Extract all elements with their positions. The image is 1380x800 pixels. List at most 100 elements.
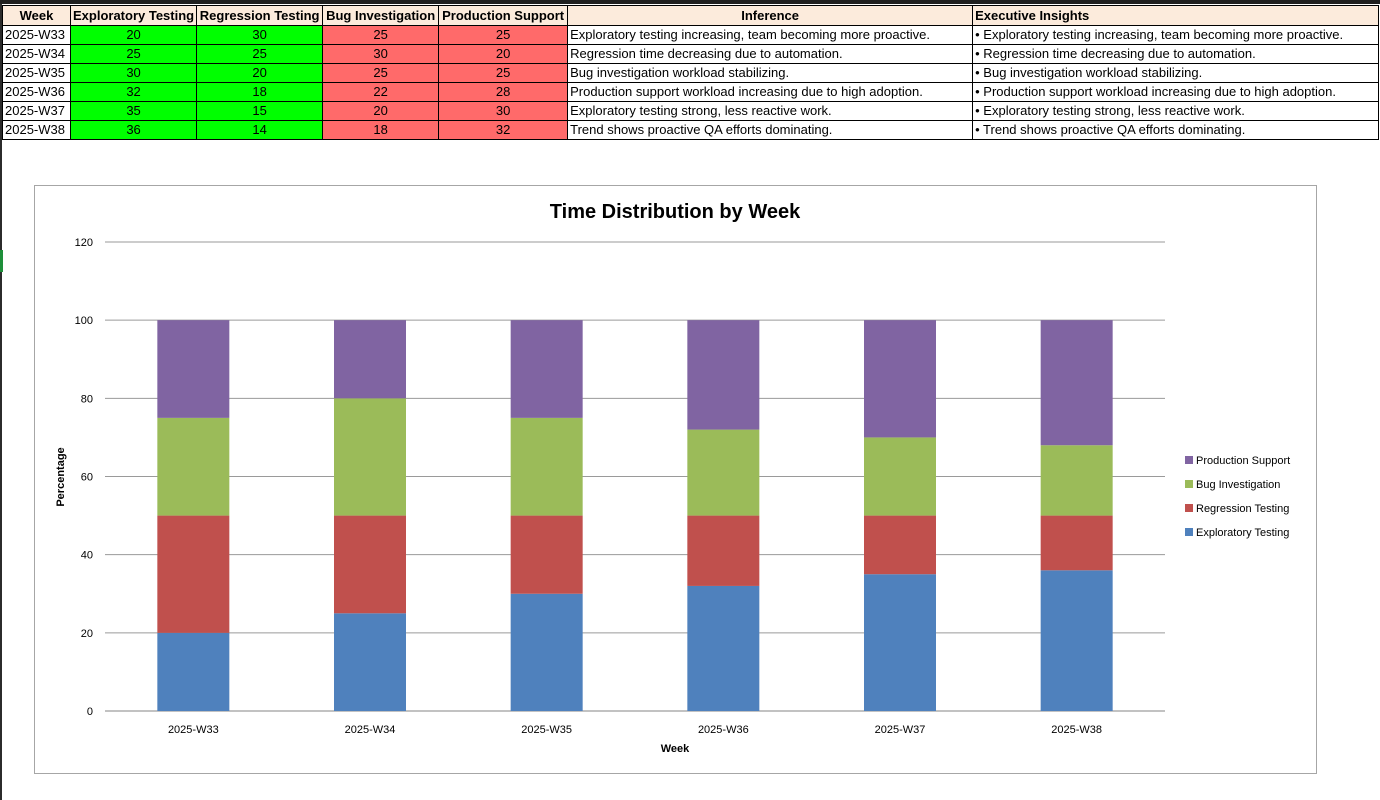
cell-week[interactable]: 2025-W35 (2, 63, 71, 83)
y-tick-label: 100 (75, 315, 93, 327)
header-regression-testing[interactable]: Regression Testing (196, 5, 324, 26)
cell-week[interactable]: 2025-W38 (2, 120, 71, 140)
y-tick-label: 120 (75, 237, 93, 249)
cell-inference[interactable]: Trend shows proactive QA efforts dominat… (567, 120, 974, 140)
chart-container[interactable]: Time Distribution by Week 0 20 40 60 80 100 12… (34, 185, 1317, 774)
cell-exploratory[interactable]: 35 (69, 101, 198, 121)
table-row: 2025-W34 25 25 30 20 Regression time dec… (2, 44, 1380, 64)
legend-label: Regression Testing (1196, 503, 1289, 515)
gridlines (105, 241, 1165, 712)
bar-production-support (334, 320, 406, 399)
bar-production-support (1040, 320, 1113, 446)
cell-exploratory[interactable]: 30 (69, 63, 198, 83)
bar-regression-testing (510, 515, 583, 594)
legend-label: Production Support (1196, 455, 1290, 467)
x-axis-ticks: 2025-W33 2025-W34 2025-W35 2025-W36 2025-W37… (168, 724, 1102, 736)
table-row: 2025-W38 36 14 18 32 Trend shows proacti… (2, 120, 1380, 140)
cell-insight[interactable]: • Production support workload increasing… (972, 82, 1380, 102)
cell-bug[interactable]: 25 (322, 25, 440, 45)
bar-exploratory-testing (510, 593, 583, 711)
cell-regression[interactable]: 15 (196, 101, 324, 121)
x-axis-label: Week (661, 743, 690, 755)
cell-exploratory[interactable]: 32 (69, 82, 198, 102)
cell-exploratory[interactable]: 25 (69, 44, 198, 64)
header-week[interactable]: Week (2, 5, 71, 26)
cell-production[interactable]: 30 (438, 101, 569, 121)
header-exploratory-testing[interactable]: Exploratory Testing (69, 5, 198, 26)
selection-indicator (0, 250, 3, 272)
x-tick-label: 2025-W36 (698, 724, 749, 736)
y-axis-ticks: 0 20 40 60 80 100 120 (75, 237, 93, 718)
bar-exploratory-testing (687, 585, 760, 711)
cell-exploratory[interactable]: 20 (69, 25, 198, 45)
window-top-border (0, 0, 1380, 4)
stacked-bar-chart: Time Distribution by Week 0 20 40 60 80 100 12… (55, 201, 1290, 755)
bar-production-support (687, 320, 760, 430)
y-tick-label: 80 (81, 393, 93, 405)
cell-regression[interactable]: 25 (196, 44, 324, 64)
bar-bug-investigation (864, 437, 936, 516)
bar-exploratory-testing (1040, 570, 1113, 711)
cell-week[interactable]: 2025-W33 (2, 25, 71, 45)
y-tick-label: 40 (81, 550, 93, 562)
legend: Production Support Bug Investigation Regre… (1185, 455, 1290, 539)
cell-regression[interactable]: 20 (196, 63, 324, 83)
cell-week[interactable]: 2025-W37 (2, 101, 71, 121)
cell-regression[interactable]: 30 (196, 25, 324, 45)
cell-bug[interactable]: 25 (322, 63, 440, 83)
cell-inference[interactable]: Production support workload increasing d… (567, 82, 974, 102)
header-inference[interactable]: Inference (567, 5, 974, 26)
cell-bug[interactable]: 22 (322, 82, 440, 102)
y-tick-label: 0 (87, 706, 93, 718)
cell-insight[interactable]: • Regression time decreasing due to auto… (972, 44, 1380, 64)
bar-regression-testing (864, 515, 936, 575)
header-executive-insights[interactable]: Executive Insights (972, 5, 1380, 26)
legend-swatch (1185, 480, 1193, 488)
legend-label: Exploratory Testing (1196, 527, 1289, 539)
x-tick-label: 2025-W33 (168, 724, 219, 736)
cell-bug[interactable]: 20 (322, 101, 440, 121)
cell-production[interactable]: 32 (438, 120, 569, 140)
cell-week[interactable]: 2025-W36 (2, 82, 71, 102)
cell-insight[interactable]: • Bug investigation workload stabilizing… (972, 63, 1380, 83)
bars (157, 320, 1113, 711)
cell-inference[interactable]: Regression time decreasing due to automa… (567, 44, 974, 64)
cell-week[interactable]: 2025-W34 (2, 44, 71, 64)
bar-regression-testing (157, 515, 230, 633)
cell-regression[interactable]: 14 (196, 120, 324, 140)
bar-regression-testing (334, 515, 406, 614)
bar-exploratory-testing (864, 574, 936, 711)
cell-inference[interactable]: Exploratory testing increasing, team bec… (567, 25, 974, 45)
legend-swatch (1185, 504, 1193, 512)
cell-production[interactable]: 28 (438, 82, 569, 102)
table-row: 2025-W35 30 20 25 25 Bug investigation w… (2, 63, 1380, 83)
cell-bug[interactable]: 18 (322, 120, 440, 140)
x-tick-label: 2025-W38 (1051, 724, 1102, 736)
bar-bug-investigation (157, 417, 230, 516)
cell-insight[interactable]: • Trend shows proactive QA efforts domin… (972, 120, 1380, 140)
y-tick-label: 20 (81, 628, 93, 640)
bar-bug-investigation (687, 429, 760, 516)
cell-inference[interactable]: Bug investigation workload stabilizing. (567, 63, 974, 83)
bar-production-support (864, 320, 936, 438)
x-tick-label: 2025-W35 (521, 724, 572, 736)
chart-title: Time Distribution by Week (550, 201, 801, 223)
cell-insight[interactable]: • Exploratory testing strong, less react… (972, 101, 1380, 121)
cell-inference[interactable]: Exploratory testing strong, less reactiv… (567, 101, 974, 121)
cell-insight[interactable]: • Exploratory testing increasing, team b… (972, 25, 1380, 45)
cell-production[interactable]: 25 (438, 63, 569, 83)
bar-production-support (510, 320, 583, 418)
x-tick-label: 2025-W34 (345, 724, 396, 736)
table-row: 2025-W33 20 30 25 25 Exploratory testing… (2, 25, 1380, 45)
y-tick-label: 60 (81, 472, 93, 484)
header-production-support[interactable]: Production Support (438, 5, 569, 26)
legend-label: Bug Investigation (1196, 479, 1280, 491)
cell-regression[interactable]: 18 (196, 82, 324, 102)
cell-bug[interactable]: 30 (322, 44, 440, 64)
data-table: Week Exploratory Testing Regression Test… (2, 5, 1380, 140)
cell-production[interactable]: 20 (438, 44, 569, 64)
cell-exploratory[interactable]: 36 (69, 120, 198, 140)
table-row: 2025-W36 32 18 22 28 Production support … (2, 82, 1380, 102)
header-bug-investigation[interactable]: Bug Investigation (322, 5, 440, 26)
cell-production[interactable]: 25 (438, 25, 569, 45)
